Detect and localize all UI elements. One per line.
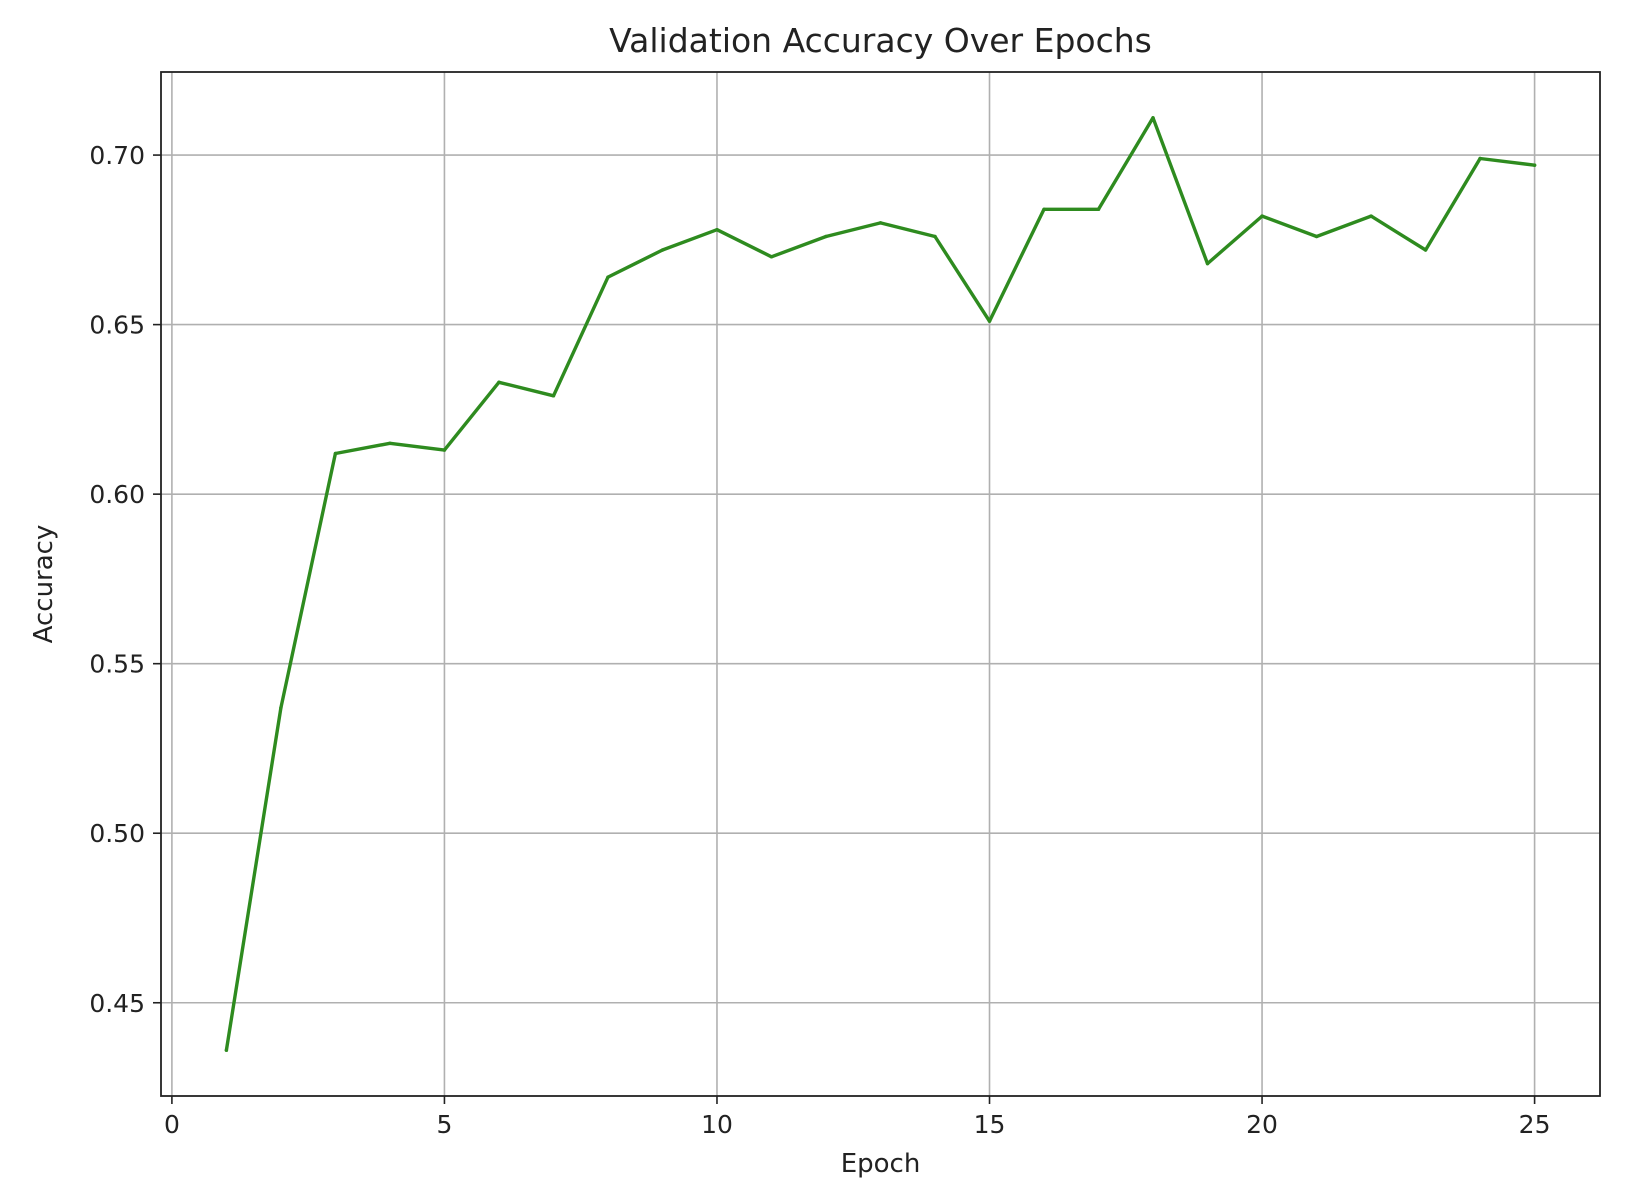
y-axis-label: Accuracy (29, 525, 59, 644)
data-point (1096, 207, 1101, 212)
data-point (1314, 234, 1319, 239)
data-point (279, 706, 283, 710)
x-tick-label: 5 (436, 1110, 452, 1139)
data-point (1478, 156, 1482, 161)
data-point (1369, 214, 1373, 218)
y-tick-label: 0.70 (89, 141, 145, 170)
data-point (606, 275, 610, 279)
x-tick-label: 20 (1246, 1110, 1278, 1139)
series-layer (224, 116, 1537, 1052)
x-tick-label: 25 (1519, 1110, 1551, 1139)
data-point (1205, 261, 1210, 266)
data-point (1532, 163, 1537, 167)
data-point (551, 394, 556, 398)
tick-layer: 0 5 10 15 20 25 0.45 0.50 0.55 0.60 0.65 0.70 (89, 141, 1550, 1139)
data-point (933, 234, 937, 239)
data-point (442, 448, 447, 452)
x-tick-label: 15 (974, 1110, 1006, 1139)
y-tick-label: 0.55 (89, 650, 145, 679)
plot-frame (160, 71, 1601, 1097)
data-point (824, 234, 828, 239)
chart-title: Validation Accuracy Over Epochs (609, 21, 1152, 60)
data-point (1042, 207, 1046, 212)
data-point (878, 221, 883, 225)
y-tick-label: 0.50 (89, 819, 145, 848)
data-point (1423, 248, 1428, 252)
y-tick-label: 0.65 (89, 311, 145, 340)
y-tick-label: 0.45 (89, 989, 145, 1018)
data-point (769, 255, 774, 259)
data-point (1260, 214, 1264, 218)
data-point (224, 1048, 229, 1052)
data-point (1151, 116, 1155, 120)
data-point (715, 227, 719, 232)
data-point (333, 451, 338, 456)
data-point (388, 441, 392, 445)
data-point (987, 319, 992, 323)
x-tick-label: 10 (701, 1110, 733, 1139)
x-tick-label: 0 (164, 1110, 180, 1139)
data-point (497, 380, 501, 384)
data-point (660, 248, 665, 252)
accuracy-line (224, 116, 1537, 1052)
y-tick-label: 0.60 (89, 480, 145, 509)
grid-layer (161, 72, 1600, 1096)
x-axis-label: Epoch (841, 1149, 921, 1179)
